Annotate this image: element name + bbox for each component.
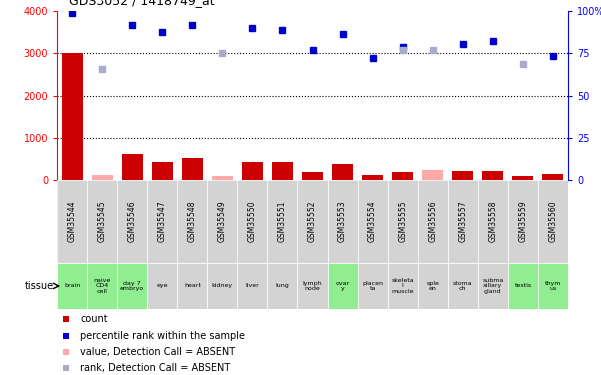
Bar: [242, 162, 263, 180]
Bar: [147, 262, 177, 309]
Bar: [147, 180, 177, 262]
Text: percentile rank within the sample: percentile rank within the sample: [80, 331, 245, 340]
Bar: [358, 180, 388, 262]
Bar: [182, 158, 203, 180]
Bar: [358, 262, 388, 309]
Bar: [392, 172, 413, 180]
Text: thym
us: thym us: [545, 280, 561, 291]
Bar: [512, 176, 533, 180]
Text: GSM35551: GSM35551: [278, 201, 287, 242]
Bar: [207, 262, 237, 309]
Text: GSM35560: GSM35560: [549, 200, 557, 242]
Text: GSM35553: GSM35553: [338, 200, 347, 242]
Text: GSM35550: GSM35550: [248, 200, 257, 242]
Text: GSM35557: GSM35557: [459, 200, 467, 242]
Bar: [61, 54, 82, 180]
Text: value, Detection Call = ABSENT: value, Detection Call = ABSENT: [80, 347, 235, 357]
Text: naive
CD4
cell: naive CD4 cell: [94, 278, 111, 294]
Bar: [212, 176, 233, 180]
Bar: [538, 262, 568, 309]
Bar: [87, 180, 117, 262]
Text: GSM35554: GSM35554: [368, 200, 377, 242]
Text: sple
en: sple en: [426, 280, 439, 291]
Text: GSM35549: GSM35549: [218, 200, 227, 242]
Text: tissue: tissue: [25, 281, 54, 291]
Bar: [267, 262, 297, 309]
Text: subma
xillary
gland: subma xillary gland: [482, 278, 504, 294]
Text: GSM35558: GSM35558: [489, 201, 497, 242]
Bar: [57, 180, 87, 262]
Text: GSM35545: GSM35545: [98, 200, 106, 242]
Bar: [117, 180, 147, 262]
Bar: [508, 262, 538, 309]
Bar: [267, 180, 297, 262]
Bar: [121, 154, 143, 180]
Text: GSM35552: GSM35552: [308, 201, 317, 242]
Text: placen
ta: placen ta: [362, 280, 383, 291]
Bar: [542, 174, 564, 180]
Bar: [302, 172, 323, 180]
Text: lung: lung: [276, 284, 289, 288]
Text: eye: eye: [156, 284, 168, 288]
Text: skeleta
l
muscle: skeleta l muscle: [391, 278, 414, 294]
Text: rank, Detection Call = ABSENT: rank, Detection Call = ABSENT: [80, 363, 230, 374]
Text: GSM35556: GSM35556: [429, 200, 437, 242]
Text: liver: liver: [246, 284, 259, 288]
Text: GDS3052 / 1418749_at: GDS3052 / 1418749_at: [69, 0, 215, 8]
Text: day 7
embryo: day 7 embryo: [120, 280, 144, 291]
Bar: [508, 180, 538, 262]
Bar: [418, 180, 448, 262]
Bar: [177, 262, 207, 309]
Bar: [91, 176, 112, 180]
Bar: [482, 171, 503, 180]
Bar: [362, 176, 383, 180]
Bar: [388, 262, 418, 309]
Bar: [117, 262, 147, 309]
Text: stoma
ch: stoma ch: [453, 280, 472, 291]
Bar: [448, 262, 478, 309]
Text: lymph
node: lymph node: [303, 280, 322, 291]
Text: GSM35547: GSM35547: [158, 200, 166, 242]
Text: ovar
y: ovar y: [335, 280, 350, 291]
Text: GSM35559: GSM35559: [519, 200, 527, 242]
Bar: [177, 180, 207, 262]
Bar: [207, 180, 237, 262]
Bar: [328, 262, 358, 309]
Bar: [422, 170, 443, 180]
Text: GSM35546: GSM35546: [128, 200, 136, 242]
Bar: [328, 180, 358, 262]
Bar: [478, 262, 508, 309]
Text: count: count: [80, 314, 108, 324]
Bar: [272, 162, 293, 180]
Bar: [297, 262, 328, 309]
Text: heart: heart: [184, 284, 201, 288]
Text: GSM35544: GSM35544: [68, 200, 76, 242]
Bar: [388, 180, 418, 262]
Bar: [452, 171, 473, 180]
Bar: [478, 180, 508, 262]
Bar: [57, 262, 87, 309]
Text: brain: brain: [64, 284, 81, 288]
Bar: [297, 180, 328, 262]
Text: testis: testis: [514, 284, 531, 288]
Text: kidney: kidney: [212, 284, 233, 288]
Bar: [418, 262, 448, 309]
Bar: [237, 262, 267, 309]
Bar: [57, 180, 568, 262]
Bar: [538, 180, 568, 262]
Bar: [332, 164, 353, 180]
Text: GSM35555: GSM35555: [398, 200, 407, 242]
Bar: [151, 162, 173, 180]
Text: GSM35548: GSM35548: [188, 201, 197, 242]
Bar: [87, 262, 117, 309]
Bar: [448, 180, 478, 262]
Bar: [237, 180, 267, 262]
